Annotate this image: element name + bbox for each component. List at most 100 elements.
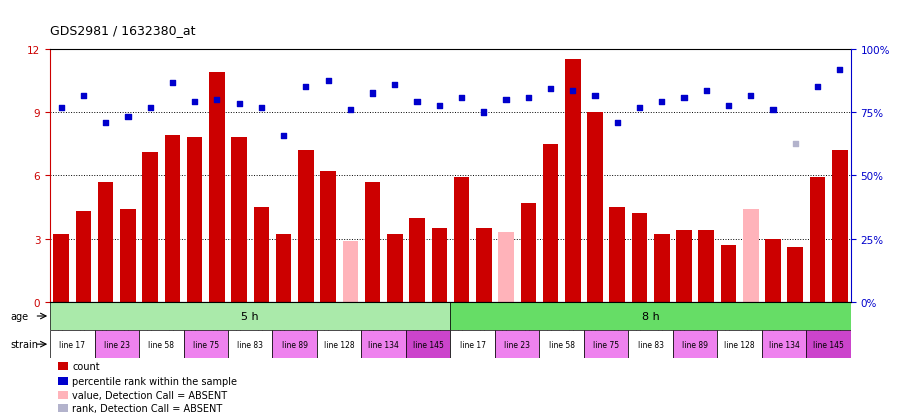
Text: strain: strain [10, 339, 38, 349]
Bar [50, 302, 450, 330]
Bar [542, 144, 559, 302]
Bar [476, 228, 491, 302]
Point [365, 90, 379, 97]
Bar [676, 230, 692, 302]
Bar [98, 182, 114, 302]
Text: line 17: line 17 [460, 340, 486, 349]
Point [699, 88, 713, 95]
Bar [632, 214, 647, 302]
Bar [629, 330, 672, 358]
Bar [320, 172, 336, 302]
Bar [361, 330, 406, 358]
Point [454, 95, 469, 101]
Text: line 145: line 145 [814, 340, 844, 349]
Bar [540, 330, 584, 358]
Bar [610, 207, 625, 302]
Point [98, 120, 113, 126]
Bar [209, 73, 225, 302]
Point [654, 99, 669, 105]
Bar [228, 330, 272, 358]
Point [277, 133, 291, 139]
Bar [806, 330, 851, 358]
Text: line 83: line 83 [238, 340, 263, 349]
Bar [276, 235, 291, 302]
Bar [231, 138, 247, 302]
Point [543, 86, 558, 93]
Text: count: count [73, 361, 100, 371]
Text: line 58: line 58 [549, 340, 575, 349]
Bar [721, 245, 736, 302]
Bar [521, 203, 536, 302]
Bar [450, 302, 851, 330]
Point [610, 120, 624, 126]
Bar [142, 153, 158, 302]
Bar [699, 230, 714, 302]
Bar [50, 330, 95, 358]
Bar [743, 209, 759, 302]
Point [209, 97, 224, 103]
Point [432, 103, 447, 110]
Text: line 58: line 58 [148, 340, 175, 349]
Bar [58, 377, 67, 385]
Point [165, 80, 179, 87]
Point [477, 109, 491, 116]
Bar [765, 239, 781, 302]
Text: rank, Detection Call = ABSENT: rank, Detection Call = ABSENT [73, 403, 223, 413]
Point [833, 67, 847, 74]
Text: percentile rank within the sample: percentile rank within the sample [73, 376, 238, 386]
Bar [165, 136, 180, 302]
Point [810, 84, 824, 91]
Bar [495, 330, 540, 358]
Text: line 23: line 23 [504, 340, 531, 349]
Bar [565, 60, 581, 302]
Point [298, 84, 313, 91]
Text: line 134: line 134 [369, 340, 399, 349]
Text: line 128: line 128 [324, 340, 355, 349]
Point [588, 93, 602, 99]
Point [765, 107, 780, 114]
Point [232, 101, 247, 108]
Point [321, 78, 336, 84]
Point [632, 105, 647, 112]
Point [565, 88, 580, 95]
Point [143, 105, 157, 112]
Bar [584, 330, 629, 358]
Point [499, 97, 513, 103]
Bar [717, 330, 762, 358]
Bar [58, 391, 67, 399]
Point [54, 105, 68, 112]
Bar [139, 330, 184, 358]
Bar [587, 113, 602, 302]
Bar [95, 330, 139, 358]
Text: line 75: line 75 [193, 340, 218, 349]
Point [410, 99, 424, 105]
Point [187, 99, 202, 105]
Bar [317, 330, 361, 358]
Text: 5 h: 5 h [241, 311, 259, 321]
Bar [431, 228, 447, 302]
Text: value, Detection Call = ABSENT: value, Detection Call = ABSENT [73, 390, 228, 400]
Bar [365, 182, 380, 302]
Text: line 89: line 89 [282, 340, 308, 349]
Bar [499, 233, 514, 302]
Bar [272, 330, 317, 358]
Text: line 145: line 145 [413, 340, 444, 349]
Bar [54, 235, 69, 302]
Bar [406, 330, 450, 358]
Bar [654, 235, 670, 302]
Text: 8 h: 8 h [642, 311, 660, 321]
Text: line 89: line 89 [682, 340, 708, 349]
Bar [787, 247, 803, 302]
Bar [187, 138, 202, 302]
Bar [762, 330, 806, 358]
Text: age: age [10, 311, 28, 321]
Bar [58, 362, 67, 370]
Bar [387, 235, 402, 302]
Bar [672, 330, 717, 358]
Bar [832, 151, 847, 302]
Point [388, 82, 402, 89]
Point [521, 95, 536, 101]
Point [76, 93, 91, 99]
Bar [298, 151, 314, 302]
Bar [454, 178, 470, 302]
